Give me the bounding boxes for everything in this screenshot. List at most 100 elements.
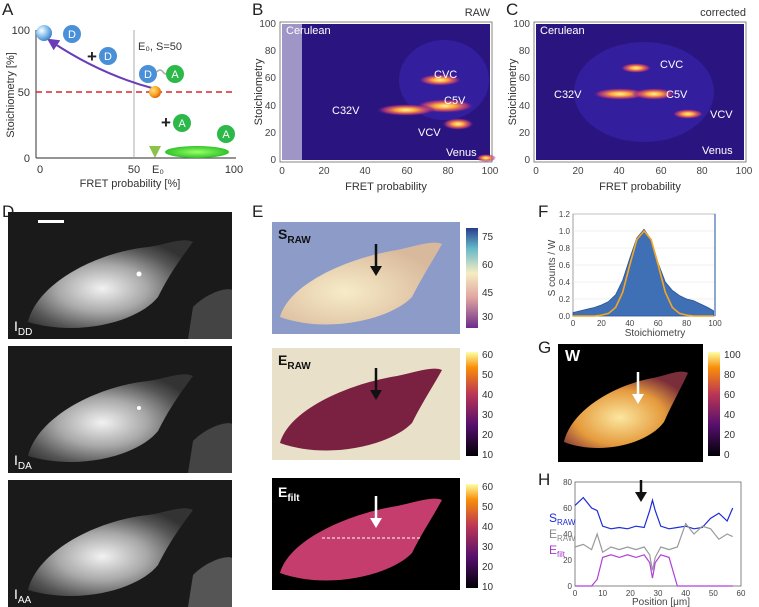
line-profile-frame: 80 60 40 20 00 10 20 30 40 50 60 — [563, 478, 746, 598]
acceptor-icon — [217, 125, 235, 143]
svg-text:0: 0 — [270, 155, 276, 166]
label-e-filt: Efilt — [278, 484, 300, 504]
cbar-e-raw-tick: 50 — [482, 370, 494, 381]
histogram-xtick: 100 — [708, 319, 722, 328]
cbar-w-tick: 20 — [724, 430, 736, 441]
histogram-ytick: 0.8 — [559, 244, 571, 253]
heatmap-raw-blob-vcv — [442, 118, 474, 130]
histogram-ytick: 1.2 — [559, 210, 571, 219]
heatmap-raw-sparse-edge — [282, 24, 302, 160]
arrow-w-head-icon — [632, 394, 644, 404]
svg-text:40: 40 — [359, 166, 371, 177]
line-profile-xtick: 20 — [626, 589, 635, 598]
histogram-chart: 1.2 1.0 0.8 0.6 0.4 0.2 0.00 20 40 60 80 100 S coun… — [547, 210, 722, 339]
histogram-ytick: 0.2 — [559, 295, 571, 304]
line-profile-xtick: 50 — [709, 589, 718, 598]
cell-shape-e-raw — [280, 368, 442, 451]
heatmap-raw-ticks: 0 20 40 60 80 100 0 20 40 60 80 100 — [259, 19, 498, 177]
cbar-e-filt-tick: 50 — [482, 502, 494, 513]
cbar-w-tick: 100 — [724, 350, 741, 361]
arrow-e-raw-head-icon — [370, 390, 382, 400]
heatmap-raw-label-cvc: CVC — [434, 69, 457, 81]
histogram-ytick: 0.4 — [559, 278, 571, 287]
cbar-s-raw-30: 30 — [482, 312, 494, 323]
series-e-raw-line — [574, 522, 733, 571]
heatmap-raw-label-venus: Venus — [446, 147, 477, 159]
cell-shape-iaa — [28, 508, 193, 596]
acceptor-letter: A — [178, 118, 186, 130]
svg-text:60: 60 — [655, 166, 667, 177]
line-profile-ytick: 80 — [563, 478, 572, 487]
svg-text:100: 100 — [482, 166, 499, 177]
histogram-plot-area: 1.2 1.0 0.8 0.6 0.4 0.2 0.00 20 40 60 80 100 — [559, 210, 722, 328]
donor-letter: D — [104, 51, 112, 63]
spot-idd — [136, 271, 142, 277]
panel-letter-h: H — [538, 470, 551, 489]
heatmap-corrected-corner: corrected — [700, 7, 746, 19]
cbar-e-raw-tick: 20 — [482, 430, 494, 441]
heatmap-corrected-blob-vcv — [672, 109, 704, 119]
colorbar-e-raw — [466, 352, 478, 456]
schematic-xlabel: FRET probability [%] — [80, 178, 181, 190]
histogram-xlabel: Stoichiometry — [625, 328, 686, 339]
svg-text:60: 60 — [519, 73, 531, 84]
w-map: 100 80 60 40 20 0 — [558, 344, 741, 462]
heatmap-raw-label-vcv: VCV — [418, 127, 441, 139]
histogram-ytick: 0.6 — [559, 261, 571, 270]
acceptor-icon — [173, 114, 191, 132]
line-profile-chart: 80 60 40 20 00 10 20 30 40 50 60 Position [μm] SRA… — [549, 478, 746, 607]
svg-text:0: 0 — [524, 155, 530, 166]
svg-text:0: 0 — [279, 166, 285, 177]
heatmap-corrected-label-vcv: VCV — [710, 109, 733, 121]
line-profile-xlabel: Position [μm] — [632, 597, 690, 607]
heatmap-corrected-label-cerulean: Cerulean — [540, 25, 585, 37]
acceptor-letter: A — [171, 69, 179, 81]
svg-text:80: 80 — [442, 166, 454, 177]
legend-e-filt: Efilt — [549, 543, 566, 559]
donor-letter: D — [68, 29, 76, 41]
label-e-raw: ERAW — [278, 352, 311, 372]
panel-letter-b: B — [252, 0, 264, 19]
spot-ida — [137, 406, 141, 410]
schematic-xtick-0: 0 — [37, 164, 43, 176]
line-profile-xtick: 30 — [654, 589, 663, 598]
neighbor-cell-ida — [188, 423, 232, 473]
legend-e-raw: ERAW — [549, 527, 576, 543]
schematic-xtick-e0: E₀ — [152, 164, 164, 176]
schematic-ylabel: Stoichiometry [%] — [5, 52, 17, 138]
cbar-s-raw-60: 60 — [482, 260, 494, 271]
svg-text:100: 100 — [513, 19, 530, 30]
heatmap-corrected-blob-c5v — [632, 88, 676, 100]
histogram-xtick: 0 — [571, 319, 576, 328]
panel-letter-c: C — [506, 0, 519, 19]
line-profile-ytick: 20 — [563, 556, 572, 565]
heatmap-corrected-ticks: 0 20 40 60 80 100 0 20 40 60 80 100 — [513, 19, 752, 177]
arrow-e-filt-head-icon — [370, 518, 382, 528]
gaussian-fit-line — [573, 229, 714, 317]
cbar-s-raw-45: 45 — [482, 288, 494, 299]
cbar-s-raw-75: 75 — [482, 232, 494, 243]
svg-text:100: 100 — [259, 19, 276, 30]
donor-only-arrow — [47, 38, 153, 89]
histogram-xtick: 80 — [682, 319, 691, 328]
histogram-xtick: 20 — [597, 319, 606, 328]
svg-text:20: 20 — [318, 166, 330, 177]
svg-text:20: 20 — [572, 166, 584, 177]
heatmap-corrected-label-cvc: CVC — [660, 59, 683, 71]
heatmap-raw-blob-c32v — [376, 104, 436, 116]
donor-letter: D — [144, 69, 152, 81]
panel-letter-e: E — [252, 202, 264, 221]
svg-text:0: 0 — [533, 166, 539, 177]
label-w: W — [565, 348, 581, 365]
cbar-e-raw-tick: 10 — [482, 450, 494, 461]
label-s-raw: SRAW — [278, 226, 311, 246]
heatmap-raw-label-cerulean: Cerulean — [286, 25, 331, 37]
svg-text:60: 60 — [265, 73, 277, 84]
line-profile-xtick: 60 — [737, 589, 746, 598]
cell-shape-idd — [28, 240, 193, 328]
heatmap-corrected-xlabel: FRET probability — [599, 181, 681, 193]
svg-text:40: 40 — [613, 166, 625, 177]
heatmap-corrected-label-c32v: C32V — [554, 89, 582, 101]
cbar-e-filt-tick: 30 — [482, 542, 494, 553]
heatmap-raw-label-c5v: C5V — [444, 95, 466, 107]
